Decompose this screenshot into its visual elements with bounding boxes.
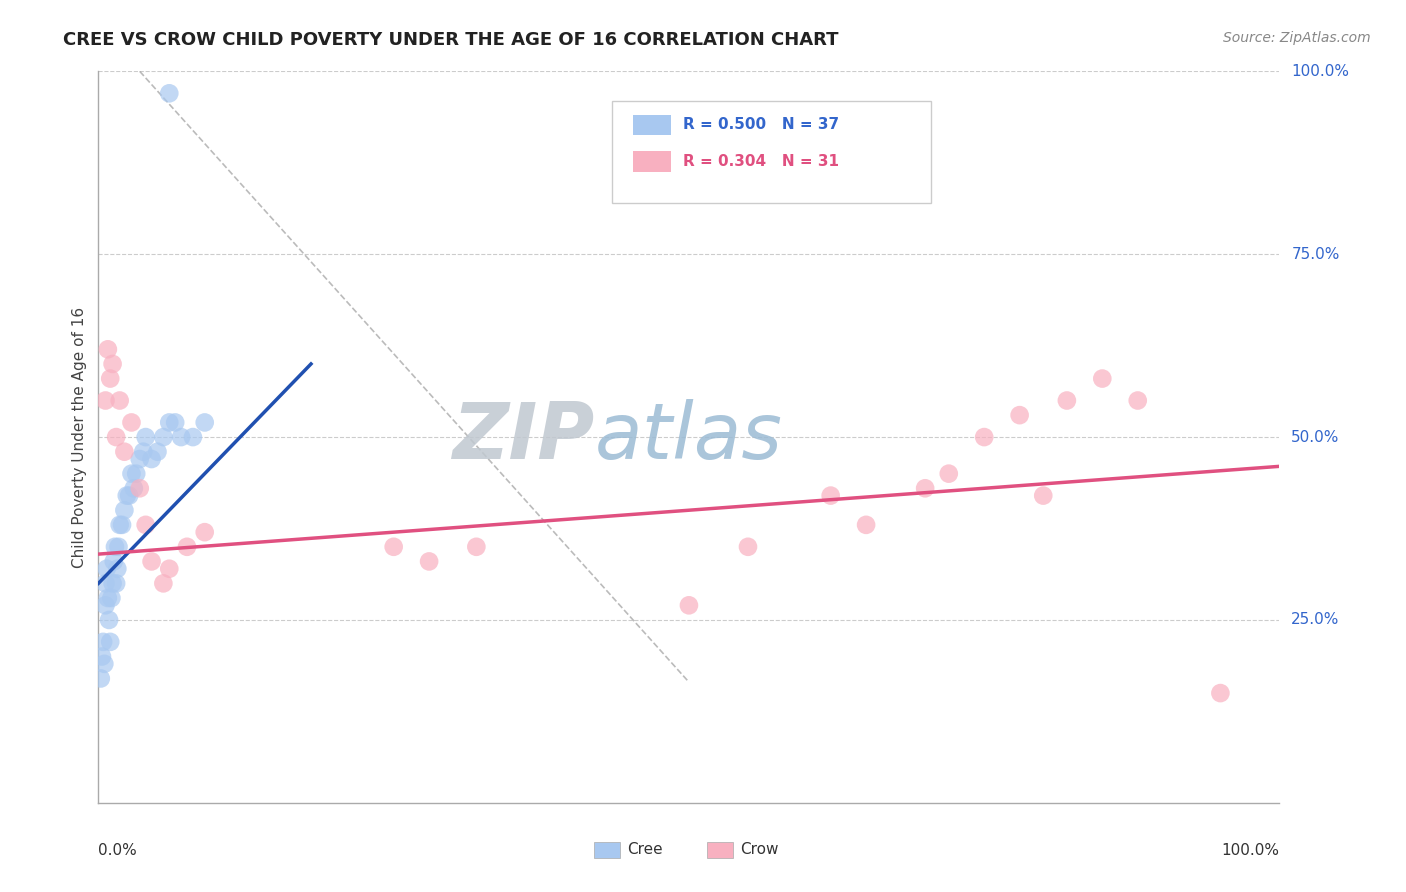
Point	[121, 416, 143, 430]
Point	[94, 576, 117, 591]
Point	[100, 591, 122, 605]
Point	[176, 540, 198, 554]
Point	[157, 562, 180, 576]
Point	[141, 554, 163, 568]
Point	[938, 467, 960, 481]
Point	[91, 649, 114, 664]
Point	[152, 576, 174, 591]
Point	[105, 430, 128, 444]
Point	[1126, 393, 1149, 408]
Text: ZIP: ZIP	[453, 399, 595, 475]
Point	[94, 393, 117, 408]
Point	[737, 540, 759, 554]
Point	[465, 540, 488, 554]
Point	[194, 525, 217, 540]
Point	[132, 444, 155, 458]
Y-axis label: Child Poverty Under the Age of 16: Child Poverty Under the Age of 16	[72, 307, 87, 567]
Point	[91, 635, 114, 649]
Point	[108, 393, 131, 408]
Point	[165, 416, 187, 430]
Text: R = 0.500   N = 37: R = 0.500 N = 37	[683, 117, 839, 132]
Point	[914, 481, 936, 495]
Point	[418, 554, 440, 568]
Point	[855, 517, 877, 532]
Point	[157, 87, 180, 101]
Point	[105, 576, 128, 591]
Point	[170, 430, 193, 444]
Point	[141, 452, 163, 467]
Point	[94, 599, 117, 613]
Point	[152, 430, 174, 444]
Point	[146, 444, 169, 458]
Point	[103, 554, 125, 568]
Text: 75.0%: 75.0%	[1291, 247, 1340, 261]
Point	[382, 540, 405, 554]
Point	[118, 489, 141, 503]
Point	[98, 371, 121, 385]
Point	[111, 517, 134, 532]
Point	[181, 430, 204, 444]
FancyBboxPatch shape	[612, 101, 931, 203]
Point	[157, 416, 180, 430]
Point	[97, 343, 120, 357]
Text: Crow: Crow	[740, 842, 779, 857]
Point	[108, 517, 131, 532]
Point	[125, 467, 148, 481]
Bar	[634, 114, 671, 135]
Point	[101, 576, 124, 591]
Point	[112, 444, 135, 458]
Point	[128, 452, 150, 467]
Text: atlas: atlas	[595, 399, 782, 475]
Point	[101, 357, 124, 371]
Point	[135, 430, 157, 444]
Point	[97, 591, 120, 605]
Text: Source: ZipAtlas.com: Source: ZipAtlas.com	[1223, 31, 1371, 45]
Point	[121, 467, 143, 481]
Text: R = 0.304   N = 31: R = 0.304 N = 31	[683, 153, 839, 169]
Point	[122, 481, 145, 495]
Point	[96, 562, 118, 576]
Text: Cree: Cree	[627, 842, 664, 857]
Point	[98, 635, 121, 649]
Point	[973, 430, 995, 444]
Point	[194, 416, 217, 430]
Point	[1032, 489, 1054, 503]
Point	[1056, 393, 1078, 408]
Point	[107, 540, 129, 554]
Point	[105, 562, 128, 576]
Bar	[634, 151, 671, 171]
Bar	[595, 841, 620, 858]
Text: 25.0%: 25.0%	[1291, 613, 1340, 627]
Point	[90, 672, 112, 686]
Point	[820, 489, 842, 503]
Text: 50.0%: 50.0%	[1291, 430, 1340, 444]
Point	[128, 481, 150, 495]
Text: 0.0%: 0.0%	[98, 843, 138, 858]
Text: 100.0%: 100.0%	[1222, 843, 1279, 858]
Text: CREE VS CROW CHILD POVERTY UNDER THE AGE OF 16 CORRELATION CHART: CREE VS CROW CHILD POVERTY UNDER THE AGE…	[63, 31, 839, 49]
Point	[1209, 686, 1232, 700]
Point	[93, 657, 115, 671]
Point	[678, 599, 700, 613]
Point	[112, 503, 135, 517]
Point	[98, 613, 121, 627]
Point	[1008, 408, 1031, 422]
Point	[1091, 371, 1114, 385]
Point	[104, 540, 127, 554]
Point	[115, 489, 138, 503]
Text: 100.0%: 100.0%	[1291, 64, 1350, 78]
Point	[135, 517, 157, 532]
Bar	[707, 841, 733, 858]
